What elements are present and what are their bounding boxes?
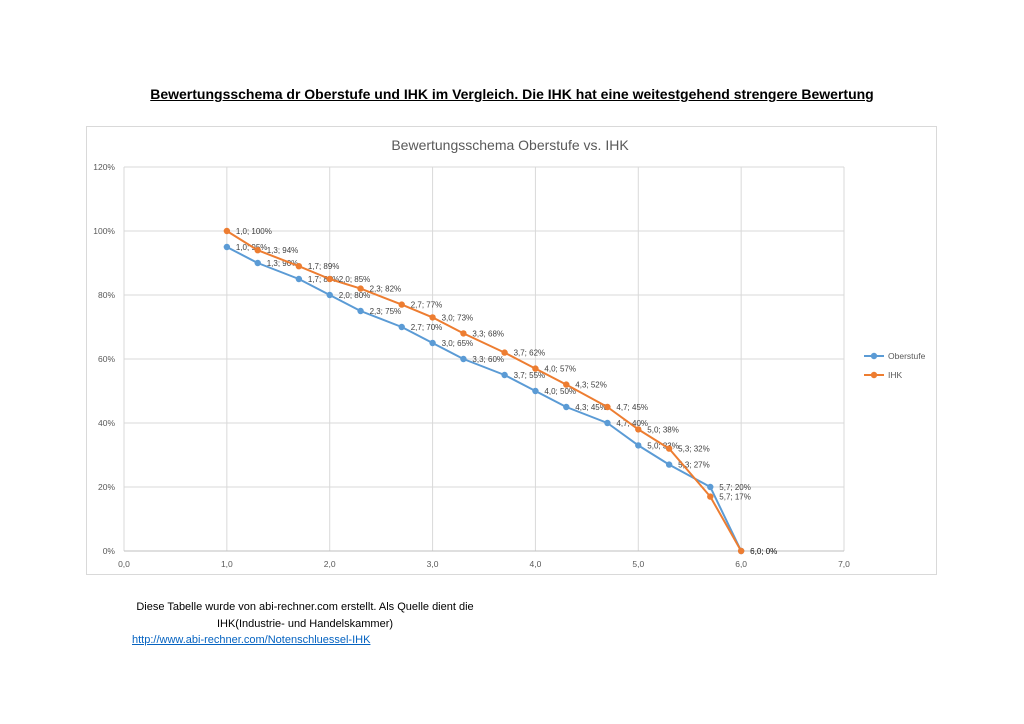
x-tick-label: 6,0 xyxy=(735,559,747,569)
data-label: 3,7; 62% xyxy=(514,349,546,358)
x-tick-label: 1,0 xyxy=(221,559,233,569)
data-point xyxy=(429,339,436,347)
source-link[interactable]: http://www.abi-rechner.com/Notenschluess… xyxy=(132,634,371,646)
data-label: 5,3; 27% xyxy=(678,461,710,470)
legend-marker xyxy=(870,371,878,379)
y-tick-label: 80% xyxy=(98,290,115,300)
data-label: 4,7; 40% xyxy=(616,419,648,428)
data-point xyxy=(254,247,261,254)
data-label: 4,3; 52% xyxy=(575,381,607,390)
data-point xyxy=(398,301,405,308)
data-point xyxy=(357,285,364,292)
data-label: 1,3; 90% xyxy=(267,259,299,268)
data-point xyxy=(254,259,261,267)
y-tick-label: 60% xyxy=(98,354,115,364)
data-point xyxy=(635,426,642,433)
source-note-line2: IHK(Industrie- und Handelskammer) xyxy=(216,618,394,630)
line-chart: Bewertungsschema Oberstufe vs. IHK 0% 20% 4… xyxy=(93,137,926,569)
data-label: 3,7; 55% xyxy=(514,371,546,380)
data-label: 3,3; 60% xyxy=(472,355,504,364)
y-tick-label: 40% xyxy=(98,418,115,428)
data-point xyxy=(604,403,611,411)
data-label: 5,0; 38% xyxy=(647,425,679,434)
data-point xyxy=(563,403,570,411)
x-tick-label: 4,0 xyxy=(530,559,542,569)
data-point xyxy=(429,314,436,321)
data-point xyxy=(532,387,539,395)
data-point xyxy=(604,419,611,427)
data-point xyxy=(563,381,570,388)
data-point xyxy=(326,275,333,283)
y-tick-label: 120% xyxy=(93,162,115,172)
data-point xyxy=(295,275,303,283)
series-line-ihk xyxy=(226,230,743,552)
x-tick-label: 7,0 xyxy=(838,559,850,569)
data-point xyxy=(398,323,405,331)
data-point xyxy=(501,349,508,356)
data-point xyxy=(532,365,539,372)
data-point xyxy=(707,493,714,500)
data-point xyxy=(223,243,231,251)
data-point xyxy=(357,307,364,315)
data-label: 1,3; 94% xyxy=(267,246,299,255)
data-point xyxy=(223,227,231,235)
data-point xyxy=(295,263,303,270)
data-label: 3,0; 65% xyxy=(442,339,474,348)
series-line-oberstufe xyxy=(226,246,743,552)
data-label: 1,0; 100% xyxy=(236,227,272,236)
x-tick-label: 2,0 xyxy=(324,559,336,569)
data-label: 6,0; 0% xyxy=(750,547,777,556)
data-label: 1,7; 85% xyxy=(308,275,340,284)
data-label: 4,7; 45% xyxy=(616,403,648,412)
data-label: 4,0; 50% xyxy=(544,387,576,396)
x-tick-label: 3,0 xyxy=(427,559,439,569)
data-label: 2,0; 85% xyxy=(339,275,371,284)
data-point xyxy=(501,371,508,379)
chart-area: Bewertungsschema Oberstufe vs. IHK 0% 20% 4… xyxy=(86,126,937,575)
data-point xyxy=(707,483,714,491)
document-title: Bewertungsschema dr Oberstufe und IHK im… xyxy=(150,86,874,102)
data-label: 4,0; 57% xyxy=(544,365,576,374)
data-point xyxy=(665,445,673,452)
data-label: 2,3; 75% xyxy=(370,307,402,316)
x-tick-label: 5,0 xyxy=(632,559,644,569)
data-point xyxy=(635,442,642,449)
data-label: 5,3; 32% xyxy=(678,445,710,454)
data-label: 3,3; 68% xyxy=(472,329,504,338)
data-label: 2,7; 70% xyxy=(411,323,443,332)
data-label: 2,3; 82% xyxy=(370,285,402,294)
data-label: 1,7; 89% xyxy=(308,262,340,271)
legend-label: Oberstufe xyxy=(888,351,926,361)
data-label: 2,7; 77% xyxy=(411,301,443,310)
data-label: 5,7; 20% xyxy=(719,483,751,492)
y-tick-label: 20% xyxy=(98,482,115,492)
data-label: 2,0; 80% xyxy=(339,291,371,300)
data-point xyxy=(326,291,333,299)
x-tick-label: 0,0 xyxy=(118,559,130,569)
data-label: 4,3; 45% xyxy=(575,403,607,412)
chart-title: Bewertungsschema Oberstufe vs. IHK xyxy=(391,137,629,153)
y-tick-label: 100% xyxy=(93,226,115,236)
data-point xyxy=(460,330,467,337)
data-label: 5,7; 17% xyxy=(719,493,751,502)
y-tick-label: 0% xyxy=(103,546,116,556)
legend-marker xyxy=(870,352,878,360)
data-point xyxy=(665,461,673,468)
legend-label: IHK xyxy=(888,370,903,380)
source-note-line1: Diese Tabelle wurde von abi-rechner.com … xyxy=(136,601,474,613)
data-point xyxy=(460,355,467,363)
data-label: 6,0; 0% xyxy=(750,547,777,556)
data-point xyxy=(737,547,745,555)
data-label: 3,0; 73% xyxy=(442,313,474,322)
